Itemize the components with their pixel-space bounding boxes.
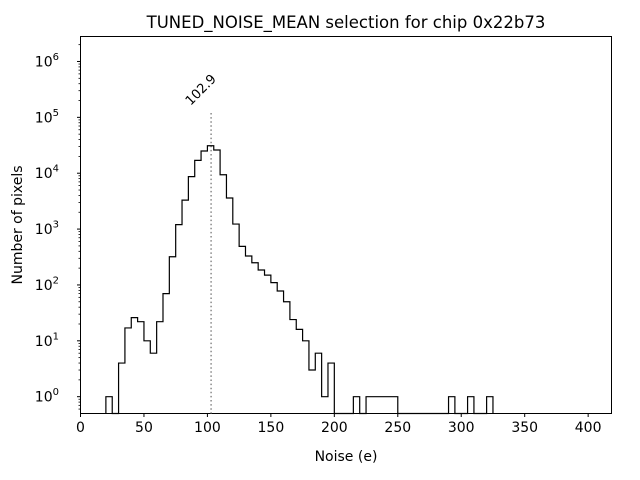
x-tick-label: 300 [448,420,475,436]
x-tick-label: 250 [384,420,411,436]
y-tick-exponent: 6 [53,52,59,63]
y-axis-label: Number of pixels [10,165,26,284]
y-tick-label: 106 [35,52,59,71]
y-tick-label: 104 [35,164,59,183]
axes-frame [80,36,612,414]
x-tick-label: 100 [194,420,221,436]
y-tick-exponent: 5 [53,108,59,119]
y-tick-label: 100 [35,387,59,406]
threshold-label: 102.9 [183,72,220,109]
y-tick-exponent: 1 [53,331,59,342]
x-tick-label: 200 [321,420,348,436]
y-tick-label: 103 [35,220,59,239]
x-axis-label: Noise (e) [315,449,378,465]
chart-title: TUNED_NOISE_MEAN selection for chip 0x22… [146,13,546,33]
y-tick-exponent: 0 [53,387,59,398]
y-tick-label: 101 [35,331,59,350]
histogram-line [105,145,494,415]
x-tick-label: 400 [575,420,602,436]
x-tick-label: 150 [258,420,285,436]
chart-dynamic-layer: 0 50 100 150 200 250 300 350 4001001011021031041… [35,36,612,436]
x-tick-label: 350 [511,420,538,436]
x-tick-label: 0 [76,420,85,436]
y-tick-exponent: 3 [53,220,59,231]
y-tick-exponent: 4 [53,164,59,175]
y-tick-exponent: 2 [53,275,59,286]
y-tick-label: 105 [35,108,59,127]
y-tick-label: 102 [35,275,59,294]
x-tick-label: 50 [135,420,153,436]
